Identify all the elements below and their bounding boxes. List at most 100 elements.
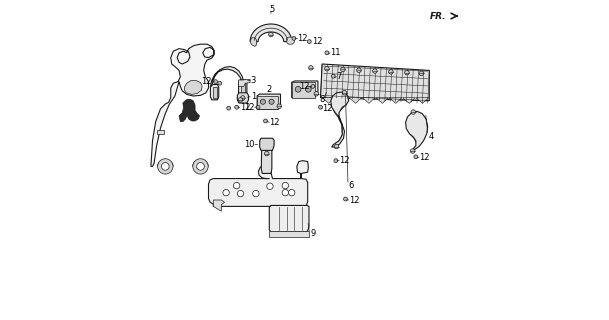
Circle shape <box>277 104 281 108</box>
Circle shape <box>373 69 377 73</box>
Text: 6: 6 <box>349 181 354 190</box>
Text: 12: 12 <box>240 103 250 112</box>
Polygon shape <box>320 64 429 101</box>
Circle shape <box>238 190 244 197</box>
Polygon shape <box>239 80 247 97</box>
Text: 5: 5 <box>270 5 275 14</box>
Text: 10: 10 <box>244 140 255 149</box>
Polygon shape <box>292 82 315 98</box>
Polygon shape <box>269 205 309 232</box>
Polygon shape <box>151 44 214 166</box>
Circle shape <box>234 105 239 109</box>
Circle shape <box>410 149 415 153</box>
Polygon shape <box>287 37 294 44</box>
Polygon shape <box>336 98 348 103</box>
Circle shape <box>260 99 266 104</box>
Text: FR.: FR. <box>429 12 446 20</box>
Circle shape <box>389 70 393 74</box>
Circle shape <box>256 105 260 109</box>
Polygon shape <box>257 96 278 109</box>
Polygon shape <box>406 111 428 150</box>
Circle shape <box>227 106 231 110</box>
Text: 12: 12 <box>312 37 323 46</box>
Polygon shape <box>250 24 292 42</box>
Circle shape <box>197 163 205 170</box>
Circle shape <box>325 51 329 55</box>
Polygon shape <box>331 92 349 147</box>
Text: 12: 12 <box>269 118 280 127</box>
Text: 7: 7 <box>337 72 342 81</box>
Polygon shape <box>250 38 256 46</box>
Polygon shape <box>269 231 309 237</box>
Polygon shape <box>239 79 250 86</box>
Circle shape <box>289 189 295 196</box>
Polygon shape <box>213 87 217 98</box>
Polygon shape <box>416 98 429 103</box>
Circle shape <box>308 40 311 44</box>
Circle shape <box>223 189 230 196</box>
Circle shape <box>267 183 273 189</box>
Text: 12: 12 <box>322 104 333 113</box>
Text: 9: 9 <box>310 229 315 238</box>
Polygon shape <box>322 98 335 103</box>
Circle shape <box>292 36 296 40</box>
Text: 1: 1 <box>251 92 256 101</box>
Circle shape <box>342 91 347 95</box>
Text: 12: 12 <box>201 77 212 86</box>
Polygon shape <box>389 98 402 103</box>
Circle shape <box>414 155 418 159</box>
Circle shape <box>282 189 289 196</box>
Text: 2: 2 <box>266 85 271 94</box>
Circle shape <box>233 182 240 189</box>
Polygon shape <box>362 98 375 103</box>
Polygon shape <box>211 84 219 100</box>
Polygon shape <box>376 98 389 103</box>
Text: 12: 12 <box>339 156 350 165</box>
Circle shape <box>158 159 173 174</box>
Text: 4: 4 <box>429 132 434 140</box>
Circle shape <box>306 86 311 92</box>
Circle shape <box>253 190 259 197</box>
Polygon shape <box>208 161 308 206</box>
Polygon shape <box>292 81 318 98</box>
Text: 11: 11 <box>330 48 340 57</box>
Circle shape <box>309 66 313 70</box>
Circle shape <box>334 159 338 163</box>
Circle shape <box>311 84 315 88</box>
Polygon shape <box>261 148 272 173</box>
Circle shape <box>411 110 415 114</box>
Polygon shape <box>257 94 281 109</box>
Text: 12: 12 <box>297 34 308 43</box>
Circle shape <box>334 144 339 149</box>
Circle shape <box>264 151 269 156</box>
Circle shape <box>193 159 208 174</box>
Text: 12: 12 <box>419 153 429 162</box>
Polygon shape <box>213 200 225 211</box>
Polygon shape <box>403 98 415 103</box>
Polygon shape <box>179 99 200 122</box>
Circle shape <box>331 74 335 78</box>
Text: 12: 12 <box>349 196 359 204</box>
Circle shape <box>269 32 273 37</box>
Circle shape <box>295 86 301 92</box>
Polygon shape <box>259 138 274 150</box>
Text: 12: 12 <box>244 103 255 112</box>
Polygon shape <box>185 81 202 94</box>
Polygon shape <box>241 83 245 94</box>
Circle shape <box>214 80 217 84</box>
Polygon shape <box>211 67 244 87</box>
Circle shape <box>357 68 361 73</box>
Polygon shape <box>157 130 164 134</box>
Circle shape <box>314 92 319 96</box>
Text: 8: 8 <box>319 95 325 104</box>
Circle shape <box>218 81 222 85</box>
Circle shape <box>161 163 169 170</box>
Circle shape <box>238 98 243 102</box>
Circle shape <box>340 67 345 72</box>
Polygon shape <box>349 98 362 103</box>
Text: 3: 3 <box>251 76 256 85</box>
Circle shape <box>282 182 289 189</box>
Circle shape <box>264 119 267 123</box>
Circle shape <box>343 197 347 201</box>
Circle shape <box>404 70 409 75</box>
